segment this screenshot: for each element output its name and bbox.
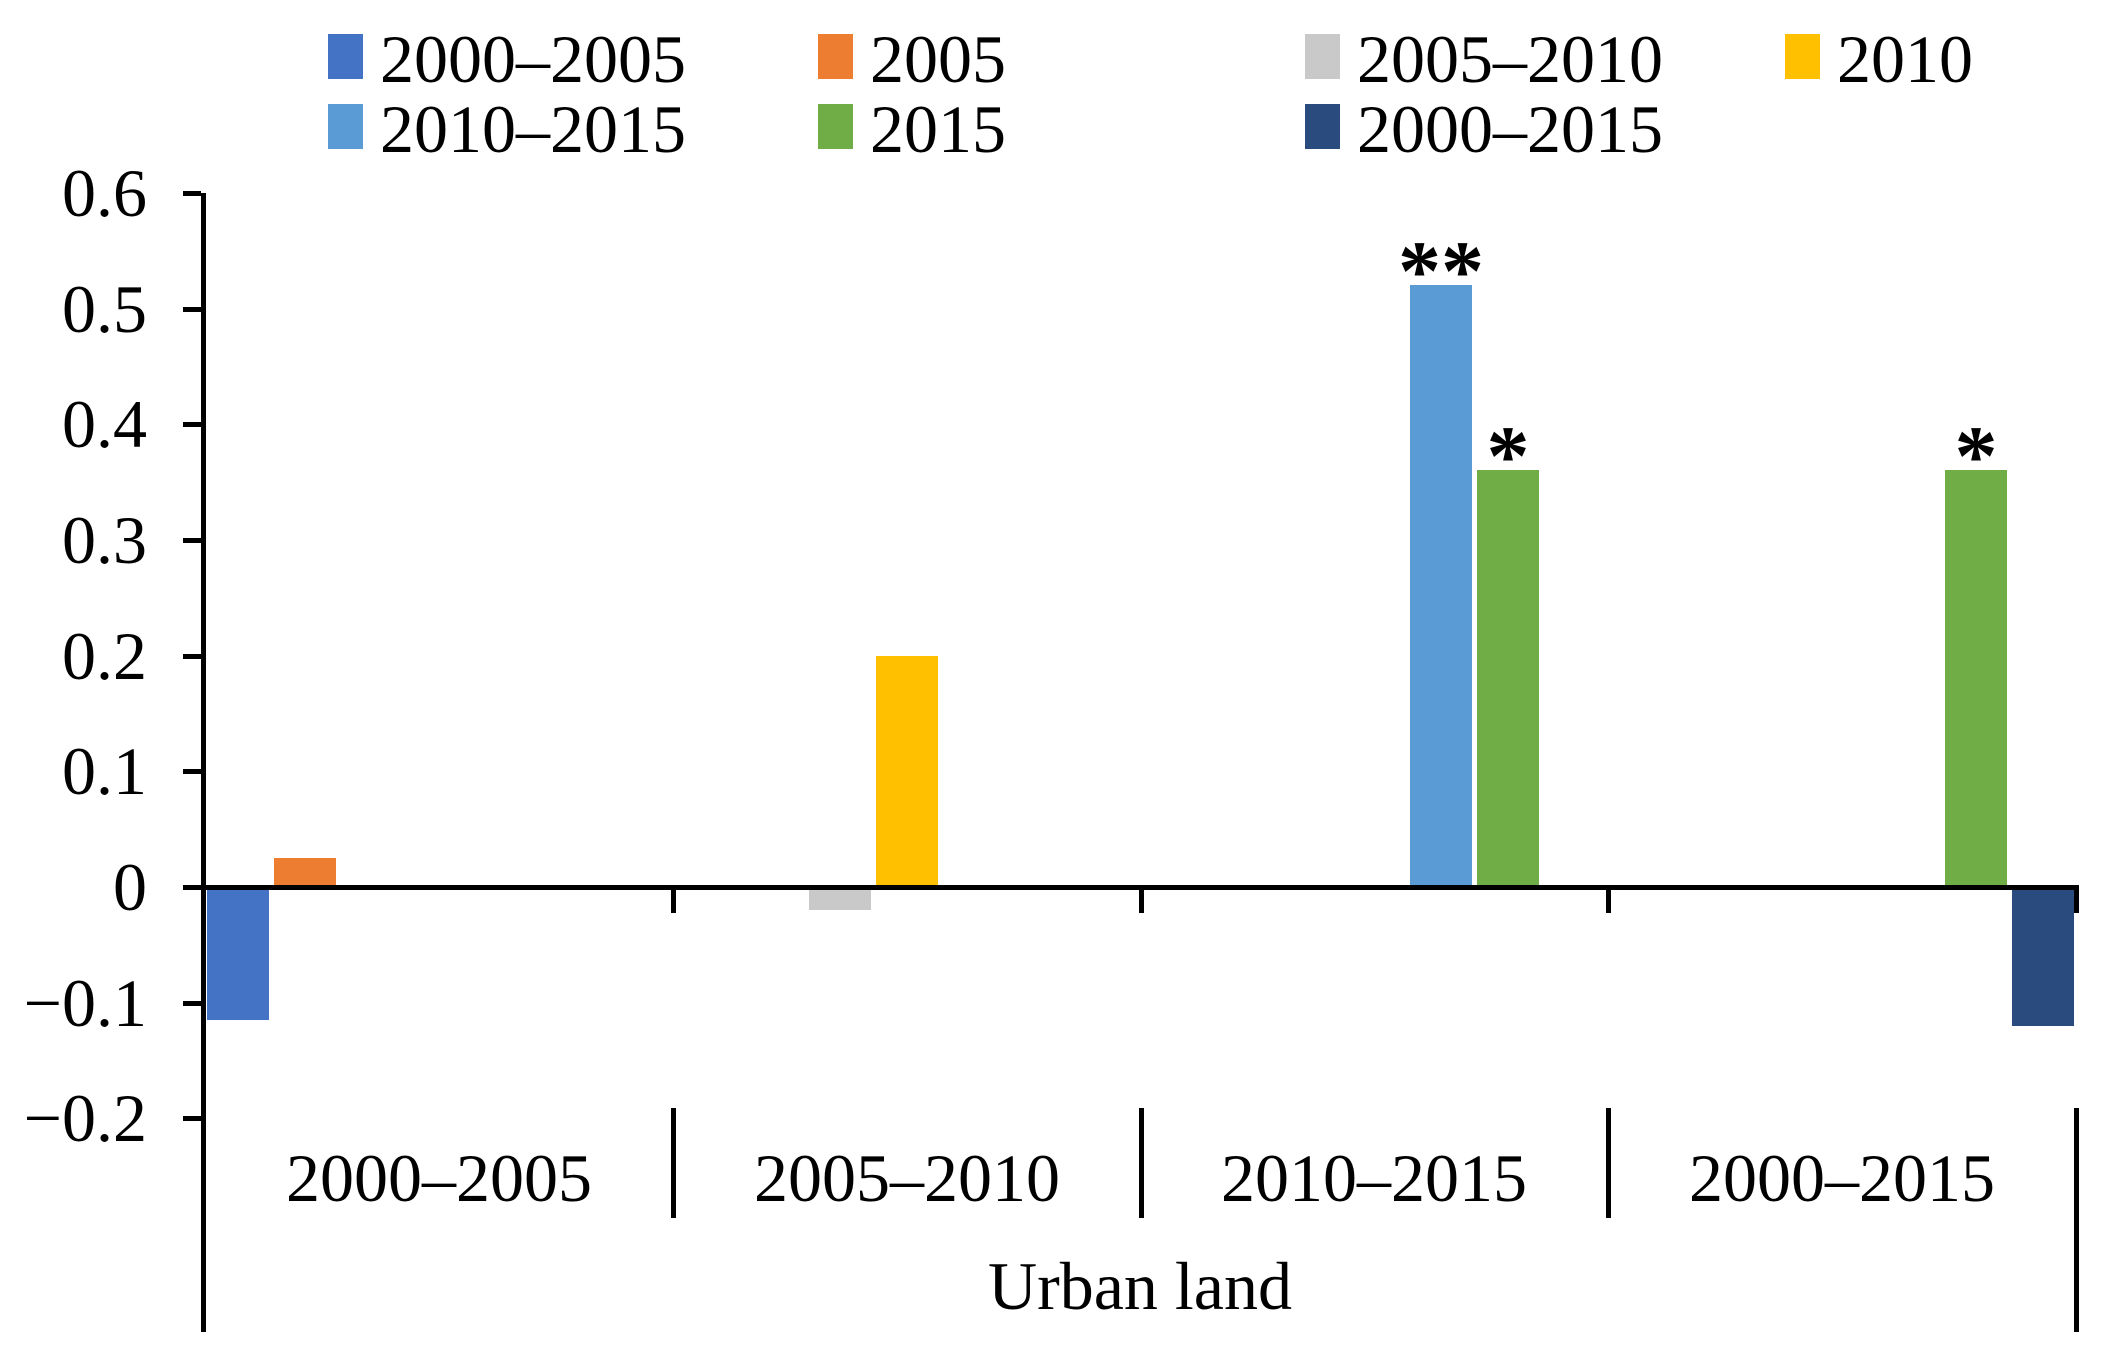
y-axis-tick xyxy=(183,769,201,774)
legend-label: 2000–2005 xyxy=(380,21,686,97)
y-axis-tick xyxy=(183,307,201,312)
y-tick-label: 0.1 xyxy=(62,733,147,809)
legend-swatch xyxy=(818,104,853,149)
y-axis-tick xyxy=(183,1116,201,1121)
legend-label: 2015 xyxy=(870,91,1006,167)
significance-marker: * xyxy=(1954,408,1998,504)
x-category-label: 2005–2010 xyxy=(754,1140,1060,1216)
plot-right-border-line xyxy=(2074,1108,2079,1332)
x-category-label: 2000–2015 xyxy=(1689,1140,1995,1216)
y-tick-label: 0.3 xyxy=(62,502,147,578)
category-separator-line xyxy=(671,1108,676,1218)
category-separator-line xyxy=(1606,1108,1611,1218)
category-boundary-tick xyxy=(1606,887,1611,913)
legend-label: 2005–2010 xyxy=(1357,21,1663,97)
category-boundary-tick xyxy=(1139,887,1144,913)
bar-2010–2015-2010–2015 xyxy=(1410,285,1472,887)
legend-label: 2005 xyxy=(870,21,1006,97)
bar-2010-2005–2010 xyxy=(876,656,938,887)
y-axis-tick xyxy=(183,538,201,543)
category-boundary-tick xyxy=(671,887,676,913)
y-axis-tick xyxy=(183,191,201,196)
y-tick-label: 0.2 xyxy=(62,618,147,694)
legend-swatch xyxy=(328,34,363,79)
y-tick-label: 0.5 xyxy=(62,271,147,347)
x-category-label: 2010–2015 xyxy=(1221,1140,1527,1216)
legend-label: 2000–2015 xyxy=(1357,91,1663,167)
legend-swatch xyxy=(818,34,853,79)
bar-2005-2000–2005 xyxy=(274,858,336,887)
x-axis-title: Urban land xyxy=(987,1248,1292,1324)
y-axis-tick xyxy=(183,1001,201,1006)
y-tick-label: −0.1 xyxy=(23,965,147,1041)
y-tick-label: 0 xyxy=(113,849,147,925)
y-tick-label: 0.6 xyxy=(62,155,147,231)
legend-swatch xyxy=(1305,104,1340,149)
legend-swatch xyxy=(1305,34,1340,79)
significance-marker: * xyxy=(1486,408,1530,504)
legend-swatch xyxy=(328,104,363,149)
legend-swatch xyxy=(1785,34,1820,79)
significance-marker: ** xyxy=(1398,223,1484,319)
bar-2015-2010–2015 xyxy=(1477,470,1539,887)
y-tick-label: −0.2 xyxy=(23,1080,147,1156)
bar-2015-2000–2015 xyxy=(1945,470,2007,887)
legend-label: 2010–2015 xyxy=(380,91,686,167)
bar-2005–2010-2005–2010 xyxy=(809,887,871,910)
x-category-label: 2000–2005 xyxy=(286,1140,592,1216)
legend-label: 2010 xyxy=(1837,21,1973,97)
bar-2000–2005-2000–2005 xyxy=(207,887,269,1020)
y-axis-tick xyxy=(183,422,201,427)
category-boundary-tick xyxy=(2074,887,2079,913)
y-axis-tick xyxy=(183,654,201,659)
y-tick-label: 0.4 xyxy=(62,386,147,462)
y-axis-tick xyxy=(183,885,201,890)
y-axis-line xyxy=(201,193,206,1332)
category-separator-line xyxy=(1139,1108,1144,1218)
bar-2000–2015-2000–2015 xyxy=(2012,887,2074,1026)
